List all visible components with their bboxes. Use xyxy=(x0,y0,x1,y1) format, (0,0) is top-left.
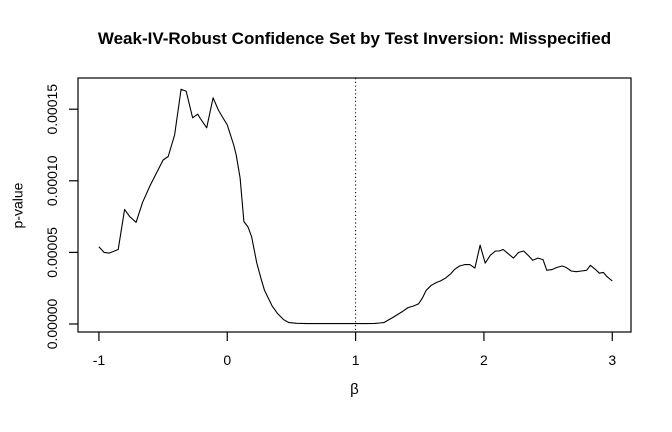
chart-title: Weak-IV-Robust Confidence Set by Test In… xyxy=(97,29,612,48)
y-axis-label: p-value xyxy=(9,182,26,229)
plot-box xyxy=(77,77,632,333)
p-value-curve xyxy=(98,88,613,325)
y-tick-label: 0.00000 xyxy=(44,298,60,349)
y-tick-label: 0.00015 xyxy=(44,84,60,135)
x-axis-label: β xyxy=(350,381,359,398)
x-tick-label: 2 xyxy=(480,352,488,368)
x-tick-label: 3 xyxy=(608,352,616,368)
x-tick-label: -1 xyxy=(93,352,106,368)
y-tick-label: 0.00010 xyxy=(44,155,60,206)
x-tick-label: 0 xyxy=(223,352,231,368)
x-tick-label: 1 xyxy=(352,352,360,368)
y-tick-label: 0.00005 xyxy=(44,227,60,278)
